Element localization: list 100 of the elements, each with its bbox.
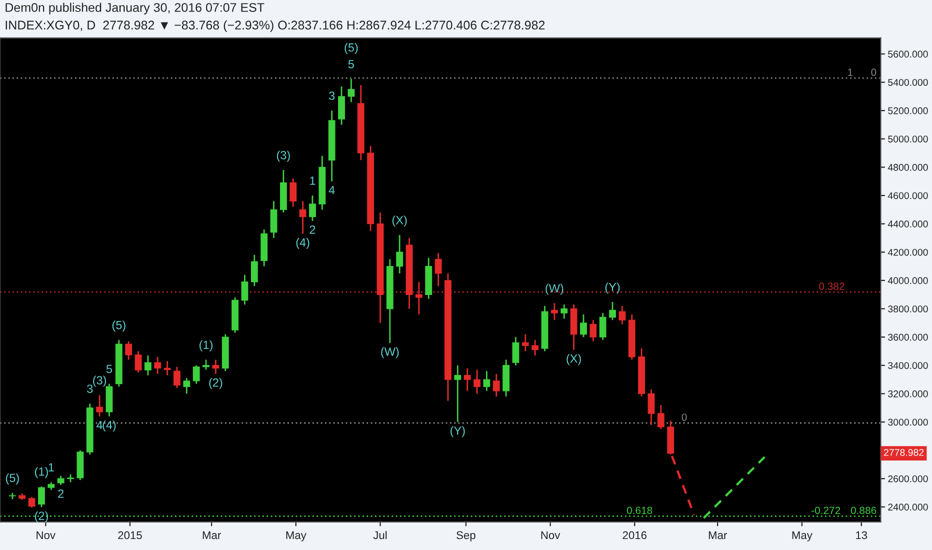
x-tick-label: Sep [456, 531, 476, 542]
candlestick [657, 404, 664, 430]
candlestick [590, 319, 597, 342]
annotation: 4 [328, 186, 335, 194]
candlestick [174, 366, 180, 389]
annotation: 3 [87, 384, 93, 393]
y-tick-label: 5000.000 [888, 136, 928, 142]
candlestick [183, 377, 190, 394]
candlestick [560, 304, 568, 320]
candlestick [125, 340, 132, 360]
annotation: 0.618 [626, 506, 652, 514]
annotation: 3 [329, 92, 335, 100]
candlestick [290, 178, 297, 208]
annotation: (3) [276, 150, 290, 162]
annotation: (2) [209, 378, 222, 390]
candlestick [309, 194, 316, 222]
y-tick-label: 5200.000 [888, 107, 928, 114]
x-tick-label: Jul [373, 530, 387, 540]
annotation: (W) [381, 347, 399, 358]
annotation: -0.272 [812, 506, 840, 514]
candlestick [38, 486, 45, 508]
candlestick [434, 252, 442, 287]
annotation: 0 [871, 68, 876, 76]
x-tick-label: Mar [202, 531, 221, 540]
chart-title: INDEX:XGY0, D 2778.982 ▼ −83.768 (−2.93%) O:2837.166 H:2867.924 L:2770.406 C:2778.982 [6, 20, 545, 32]
annotation: (Y) [450, 426, 465, 438]
candlestick [202, 359, 210, 370]
candlestick [599, 312, 606, 341]
candlestick [648, 388, 655, 426]
candlestick [522, 334, 529, 352]
y-tick-label: 3000.000 [888, 418, 928, 426]
candlestick [396, 234, 404, 274]
annotation: 0 [682, 414, 687, 421]
candlestick [464, 368, 471, 392]
annotation: 1 [310, 176, 316, 185]
x-tick-label: Mar [708, 531, 727, 540]
y-tick-label: 5600.000 [888, 50, 928, 58]
chart-subtitle: Dem0n published January 30, 2016 07:07 EST [6, 2, 264, 14]
x-tick-label: Nov [36, 531, 56, 540]
annotation: 2 [58, 489, 64, 498]
x-tick-label: May [792, 531, 812, 542]
annotation: (5) [6, 473, 19, 484]
candlestick [134, 350, 142, 374]
candlestick [474, 368, 480, 394]
annotation: (5) [344, 43, 358, 54]
y-tick-label: 5400.000 [888, 78, 928, 86]
annotation: (5) [112, 320, 126, 332]
candlestick [483, 370, 490, 392]
annotation: 5 [348, 60, 354, 68]
candlestick [299, 200, 306, 234]
annotation: 2 [310, 225, 316, 234]
candlestick [492, 373, 500, 398]
annotation: (4) [296, 238, 310, 249]
annotation: (3) [93, 376, 106, 387]
text: 2778.982 [884, 449, 924, 456]
candlestick [338, 86, 345, 126]
annotation: (Y) [605, 282, 620, 294]
candlestick [164, 360, 171, 376]
candlestick [192, 364, 200, 384]
y-tick-label: 4800.000 [888, 164, 928, 171]
annotation: (1) [200, 340, 212, 352]
y-tick-label: 4000.000 [888, 277, 928, 284]
candlestick [144, 354, 152, 376]
y-tick-label: 4400.000 [888, 220, 928, 228]
y-tick-label: 4600.000 [888, 192, 928, 200]
candlestick [57, 475, 64, 486]
y-tick-label: 3800.000 [888, 305, 928, 312]
candlestick [348, 78, 355, 103]
candlestick [212, 359, 220, 375]
y-tick-label: 3400.000 [888, 362, 928, 369]
candlestick [532, 339, 539, 356]
y-tick-label: 2600.000 [888, 475, 928, 482]
candlestick [609, 301, 616, 321]
candlestick [618, 305, 626, 326]
x-tick-label: Nov [541, 531, 560, 540]
candlestick [580, 314, 587, 338]
y-tick-label: 2400.000 [888, 504, 928, 511]
x-tick-label: 2016 [622, 531, 646, 540]
candlestick [28, 496, 36, 508]
annotation: (X) [566, 354, 581, 366]
candlestick [270, 200, 278, 239]
annotation: 0.886 [850, 506, 876, 514]
annotation: (2) [35, 511, 48, 522]
candlestick [250, 254, 258, 287]
candlestick [415, 281, 422, 316]
annotation: 1 [848, 68, 853, 76]
annotation: 4 [96, 420, 102, 430]
candlestick [241, 274, 248, 306]
x-tick-label: 2015 [118, 531, 142, 540]
candlestick [154, 356, 162, 375]
annotation: (X) [392, 216, 407, 227]
candlestick [454, 364, 462, 423]
candlestick [96, 394, 104, 418]
annotation: (W) [546, 284, 564, 295]
candlestick [512, 336, 520, 366]
y-tick-label: 3200.000 [888, 390, 928, 398]
annotation: 5 [106, 364, 112, 374]
x-tick-label: May [286, 531, 306, 542]
annotation: (4) [102, 420, 116, 432]
annotation: 0.382 [819, 282, 844, 290]
